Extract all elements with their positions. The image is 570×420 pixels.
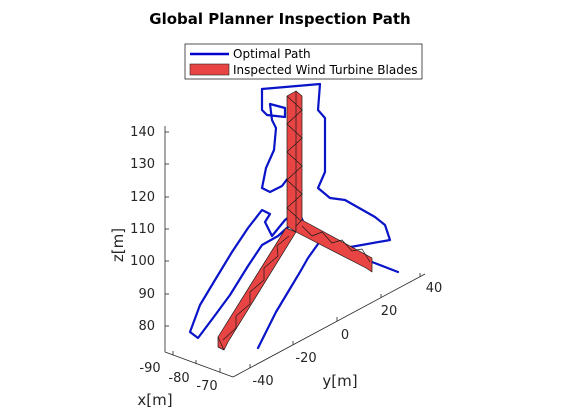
blade-right-mesh (301, 225, 371, 263)
y-tick-labels: -40 -20 0 20 40 (252, 281, 442, 389)
blade-vertical-mesh (286, 95, 303, 223)
z-tick-label: 110 (130, 222, 155, 237)
path-segment-upper-loop (188, 82, 392, 340)
z-ticks (165, 131, 169, 327)
blade-left (217, 227, 297, 351)
legend: Optimal Path Inspected Wind Turbine Blad… (184, 43, 423, 80)
x-ticks (172, 351, 221, 372)
series-turbine-blades (217, 90, 373, 351)
y-tick-label: 0 (341, 328, 349, 343)
z-tick-label: 120 (130, 190, 155, 205)
x-tick-labels: -90 -80 -70 (139, 361, 217, 394)
blade-left-edge (217, 336, 225, 351)
blade-left-mesh (222, 235, 290, 341)
y-axis-line (232, 273, 426, 378)
x-tick-label: -90 (139, 361, 160, 376)
x-tick-label: -70 (196, 379, 217, 394)
z-axis-label: z[m] (109, 228, 127, 262)
legend-patch-swatch (189, 63, 230, 76)
z-tick-label: 130 (130, 157, 155, 172)
chart-title: Global Planner Inspection Path (149, 10, 410, 28)
y-tick-label: -20 (295, 351, 316, 366)
y-tick-label: 20 (381, 304, 398, 319)
y-ticks (249, 273, 421, 368)
z-tick-label: 90 (138, 287, 155, 302)
legend-entry-inspected-blades: Inspected Wind Turbine Blades (233, 63, 417, 77)
z-tick-label: 100 (130, 254, 155, 269)
x-axis-line (164, 351, 234, 378)
legend-entry-optimal-path: Optimal Path (233, 47, 311, 61)
path-segment-tower-climb (260, 87, 290, 194)
z-tick-label: 80 (138, 319, 155, 334)
z-tick-labels: 80 90 100 110 120 130 140 (130, 125, 155, 334)
y-tick-label: -40 (252, 374, 273, 389)
path-segment-lower-left (256, 242, 320, 350)
x-tick-label: -80 (168, 371, 189, 386)
z-tick-label: 140 (130, 125, 155, 140)
x-axis-label: x[m] (137, 391, 172, 409)
y-tick-label: 40 (426, 281, 443, 296)
y-axis-label: y[m] (322, 372, 357, 390)
